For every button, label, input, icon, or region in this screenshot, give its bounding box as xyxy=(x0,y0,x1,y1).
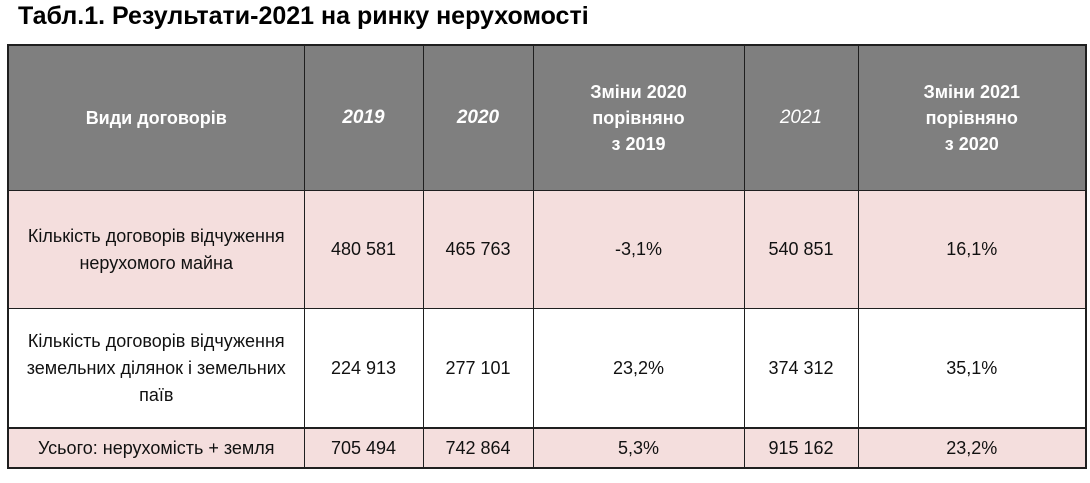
cell-2019-total: 705 494 xyxy=(303,427,424,469)
header-cell-contract-types: Види договорів xyxy=(7,44,305,191)
table-row-land-plots: Кількість договорів відчуження земельних… xyxy=(7,308,1087,429)
cell-2019-value: 480 581 xyxy=(303,190,424,309)
row-label: Кількість договорів відчуження земельних… xyxy=(7,308,305,429)
cell-2021-total: 915 162 xyxy=(743,427,859,469)
cell-2021-value: 540 851 xyxy=(743,190,859,309)
header-cell-2019: 2019 xyxy=(303,44,424,191)
header-label-line: Зміни 2021 xyxy=(923,82,1021,102)
cell-change-2021: 16,1% xyxy=(857,190,1087,309)
header-cell-change-2020-vs-2019: Зміни 2020 порівняно з 2019 xyxy=(532,44,745,191)
results-table-container: Види договорів 2019 2020 Зміни 2020 порі… xyxy=(7,44,1087,469)
cell-change-2020: -3,1% xyxy=(532,190,745,309)
cell-change-2020-total: 5,3% xyxy=(532,427,745,469)
row-label: Кількість договорів відчуження нерухомог… xyxy=(7,190,305,309)
header-label: 2019 xyxy=(342,107,385,128)
cell-change-2021-total: 23,2% xyxy=(857,427,1087,469)
header-cell-2021: 2021 xyxy=(743,44,859,191)
cell-change-2021: 35,1% xyxy=(857,308,1087,429)
header-label-line: порівняно xyxy=(925,108,1018,128)
cell-2020-value: 465 763 xyxy=(422,190,534,309)
header-label-line: Зміни 2020 xyxy=(590,82,687,102)
cell-2020-value: 277 101 xyxy=(422,308,534,429)
table-row-real-estate: Кількість договорів відчуження нерухомог… xyxy=(7,190,1087,309)
results-table: Види договорів 2019 2020 Зміни 2020 порі… xyxy=(7,44,1087,469)
header-cell-2020: 2020 xyxy=(422,44,534,191)
page-title: Табл.1. Результати-2021 на ринку нерухом… xyxy=(18,2,589,30)
cell-2020-total: 742 864 xyxy=(422,427,534,469)
cell-2019-value: 224 913 xyxy=(303,308,424,429)
header-label: 2021 xyxy=(779,107,823,128)
header-label-line: з 2019 xyxy=(611,134,666,154)
header-label: Види договорів xyxy=(85,108,227,128)
table-row-total: Усього: нерухомість + земля 705 494 742 … xyxy=(7,427,1087,469)
table-header-row: Види договорів 2019 2020 Зміни 2020 порі… xyxy=(7,44,1087,191)
header-label-line: порівняно xyxy=(592,108,685,128)
header-label-line: з 2020 xyxy=(944,134,999,154)
cell-2021-value: 374 312 xyxy=(743,308,859,429)
row-label-total: Усього: нерухомість + земля xyxy=(7,427,305,469)
cell-change-2020: 23,2% xyxy=(532,308,745,429)
header-label: 2020 xyxy=(456,107,500,128)
header-cell-change-2021-vs-2020: Зміни 2021 порівняно з 2020 xyxy=(857,44,1087,191)
